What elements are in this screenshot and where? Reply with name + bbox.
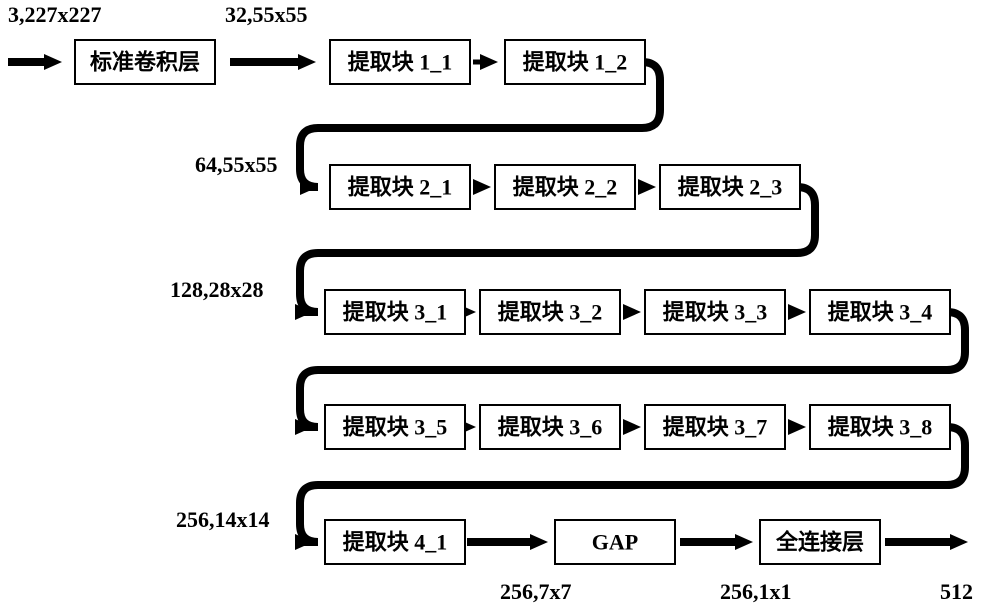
node-b3_6: 提取块 3_6 [480,405,620,449]
node-label: 标准卷积层 [90,50,200,75]
node-b3_1: 提取块 3_1 [325,290,465,334]
arrow-straight [623,304,641,320]
node-label: 提取块 3_6 [498,415,603,440]
node-fc: 全连接层 [760,520,880,564]
node-b4_1: 提取块 4_1 [325,520,465,564]
node-label: 提取块 3_2 [498,300,603,325]
node-conv: 标准卷积层 [75,40,215,84]
dim-label: 3,227x227 [8,2,102,27]
node-label: 提取块 3_3 [663,300,768,325]
node-gap: GAP [555,520,675,564]
arrow-straight [680,534,753,550]
dim-label: 256,14x14 [176,507,270,532]
dim-label: 32,55x55 [225,2,308,27]
node-b2_3: 提取块 2_3 [660,165,800,209]
architecture-diagram: 标准卷积层 提取块 1_1 提取块 1_2 提取块 2_1 提取块 2_2 提取块 2_3… [0,0,1000,607]
arrow-straight [788,304,806,320]
arrow-straight [788,419,806,435]
node-b3_2: 提取块 3_2 [480,290,620,334]
node-b3_5: 提取块 3_5 [325,405,465,449]
node-label: 提取块 2_3 [678,175,783,200]
node-label: 全连接层 [775,530,864,555]
arrow-straight [230,54,316,70]
arrow-straight [8,54,62,70]
arrow-straight [473,179,491,195]
node-label: 提取块 3_8 [828,415,933,440]
dim-label: 256,7x7 [500,579,572,604]
arrow-straight [638,179,656,195]
node-b3_4: 提取块 3_4 [810,290,950,334]
dim-label: 128,28x28 [170,277,264,302]
node-b3_7: 提取块 3_7 [645,405,785,449]
node-label: 提取块 2_2 [513,175,618,200]
node-label: 提取块 3_1 [343,300,448,325]
node-b3_8: 提取块 3_8 [810,405,950,449]
node-b1_2: 提取块 1_2 [505,40,645,84]
node-label: 提取块 1_1 [348,50,453,75]
node-label: 提取块 4_1 [343,530,448,555]
node-label: 提取块 1_2 [523,50,628,75]
node-label: GAP [592,530,638,555]
node-b2_2: 提取块 2_2 [495,165,635,209]
node-b1_1: 提取块 1_1 [330,40,470,84]
node-b3_3: 提取块 3_3 [645,290,785,334]
arrow-straight [467,534,548,550]
arrow-straight [473,54,498,70]
dim-label: 256,1x1 [720,579,792,604]
node-label: 提取块 3_7 [663,415,768,440]
node-label: 提取块 3_4 [828,300,933,325]
dim-label: 512 [940,579,973,604]
arrow-straight [623,419,641,435]
node-label: 提取块 3_5 [343,415,448,440]
node-label: 提取块 2_1 [348,175,453,200]
dim-label: 64,55x55 [195,152,278,177]
arrow-straight [885,534,968,550]
node-b2_1: 提取块 2_1 [330,165,470,209]
